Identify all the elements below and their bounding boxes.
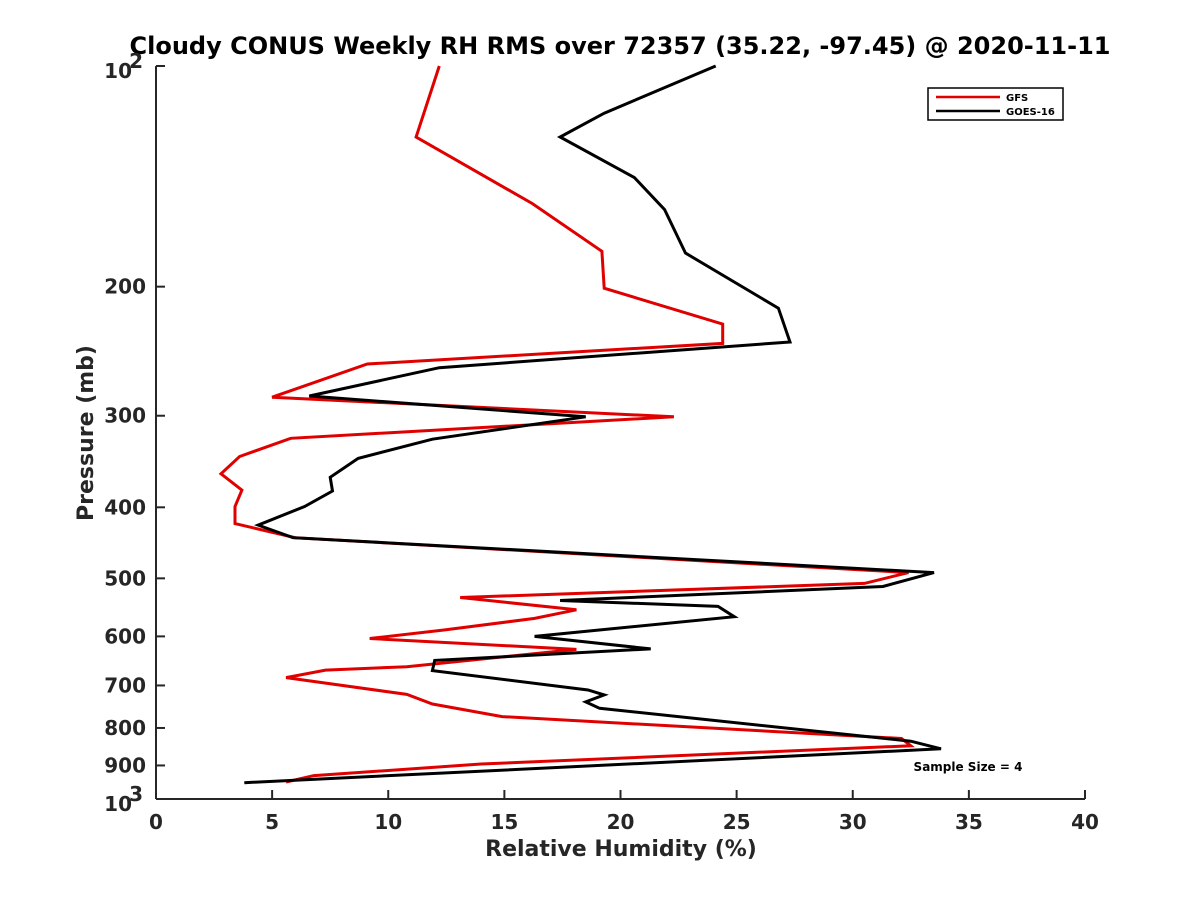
x-axis-label: Relative Humidity (%) xyxy=(485,837,757,862)
series-line-gfs xyxy=(218,65,915,784)
legend-box xyxy=(927,87,1064,121)
y-tick-label: 300 xyxy=(104,404,146,428)
series-line-goes16 xyxy=(244,64,942,785)
y-tick-label: 10 xyxy=(104,792,132,816)
x-tick-label: 5 xyxy=(265,810,279,834)
x-tick-label: 30 xyxy=(839,810,867,834)
y-tick-label: 200 xyxy=(104,275,146,299)
x-tick-label: 10 xyxy=(374,810,402,834)
y-tick-label: 400 xyxy=(104,495,146,519)
x-tick-label: 25 xyxy=(723,810,751,834)
y-tick-label: 10 xyxy=(104,59,132,83)
y-tick-label: 900 xyxy=(104,753,146,777)
x-tick-label: 20 xyxy=(607,810,635,834)
axes-layer xyxy=(155,66,1085,800)
legend-label-gfs: GFS xyxy=(1006,93,1028,104)
x-axis-ticks: 0 5 10 15 20 25 30 35 40 xyxy=(149,790,1099,834)
legend-label-goes16: GOES-16 xyxy=(1006,107,1055,118)
y-tick-label: 600 xyxy=(104,624,146,648)
y-tick-label: 500 xyxy=(104,566,146,590)
x-tick-label: 15 xyxy=(490,810,518,834)
legend: GFS GOES-16 xyxy=(927,87,1064,121)
y-tick-label: 800 xyxy=(104,716,146,740)
y-tick-exponent: 3 xyxy=(129,782,143,806)
x-tick-label: 0 xyxy=(149,810,163,834)
y-axis-label: Pressure (mb) xyxy=(74,345,99,521)
x-tick-label: 40 xyxy=(1071,810,1099,834)
series-layer xyxy=(218,64,942,785)
y-tick-exponent: 2 xyxy=(129,49,143,73)
chart-title: Cloudy CONUS Weekly RH RMS over 72357 (3… xyxy=(130,32,1111,60)
y-tick-label: 700 xyxy=(104,673,146,697)
sample-size-annotation: Sample Size = 4 xyxy=(914,760,1023,774)
x-tick-label: 35 xyxy=(955,810,983,834)
